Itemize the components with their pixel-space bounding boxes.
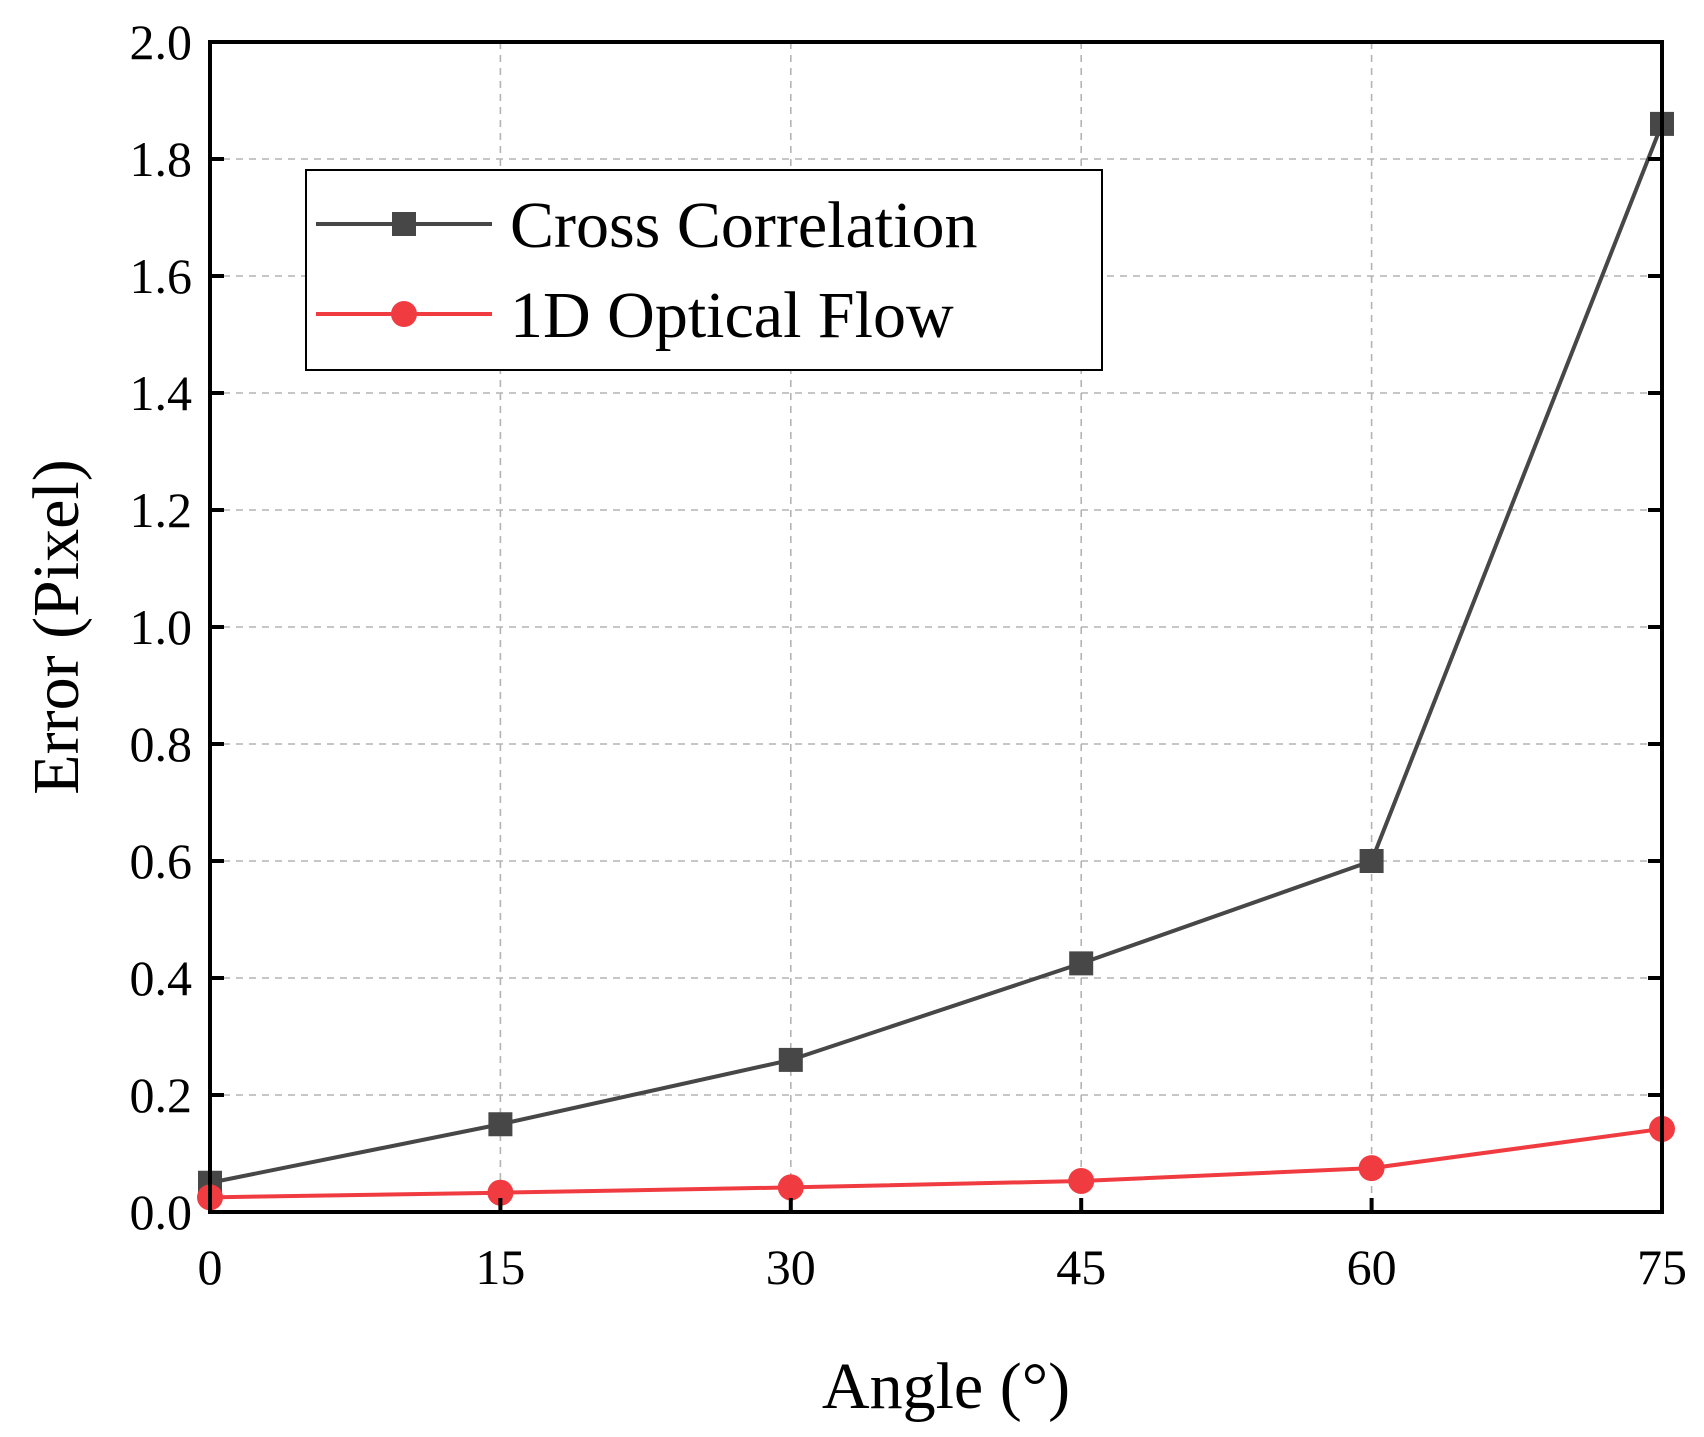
legend-marker-square [392,212,416,236]
axis-ticks [208,40,1664,1214]
y-tick-label: 1.0 [130,599,193,655]
legend-label: Cross Correlation [510,189,977,262]
legend-box [305,169,1103,371]
data-point-circle [777,1174,804,1201]
y-tick-label: 0.0 [130,1184,193,1240]
y-tick-label: 0.6 [130,833,193,889]
data-point-square [1359,849,1384,873]
x-tick-label: 0 [198,1239,223,1295]
legend: Cross Correlation 1D Optical Flow [305,169,1103,371]
y-axis-title: Error (Pixel) [20,459,93,794]
data-point-circle [1068,1167,1095,1194]
series-lines [209,123,1664,1200]
x-tick-label: 75 [1637,1239,1687,1295]
series-line-0 [209,123,1664,1185]
legend-label: 1D Optical Flow [510,279,954,352]
y-tick-label: 1.2 [130,482,193,538]
data-point-square [778,1047,803,1072]
y-tick-label: 2.0 [130,14,193,70]
y-tick-label: 1.6 [130,248,193,304]
y-tick-label: 0.8 [130,716,193,772]
y-tick-label: 1.4 [130,365,193,421]
x-axis-title: Angle (°) [822,1350,1070,1423]
y-tick-label: 1.8 [130,131,193,187]
data-point-square [1069,951,1094,976]
x-tick-labels: 0 15 30 45 60 75 [198,1239,1688,1295]
y-tick-label: 0.4 [130,950,193,1006]
series-markers [197,111,1675,1211]
x-tick-label: 60 [1347,1239,1397,1295]
x-tick-label: 15 [475,1239,525,1295]
x-tick-label: 30 [766,1239,816,1295]
data-point-circle [1358,1155,1385,1182]
legend-marker-circle [391,301,417,327]
series-line-1 [209,1126,1663,1200]
data-point-circle [487,1179,514,1206]
y-tick-labels: 0.0 0.2 0.4 0.6 0.8 1.0 1.2 1.4 1.6 1.8 2.0 [130,14,193,1240]
x-tick-label: 45 [1056,1239,1106,1295]
data-point-square [488,1112,513,1137]
y-tick-label: 0.2 [130,1067,193,1123]
